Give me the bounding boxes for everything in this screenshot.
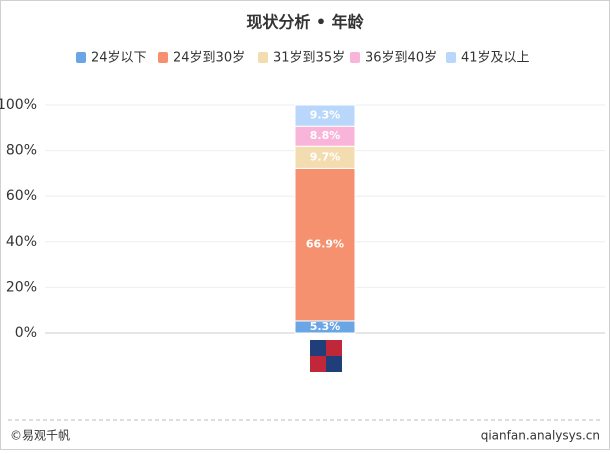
legend-label: 36岁到40岁: [365, 51, 437, 66]
y-tick-label: 0%: [15, 325, 37, 341]
bar-segment: [294, 167, 356, 322]
data-label: 8.8%: [310, 129, 341, 142]
data-label: 5.3%: [310, 320, 341, 333]
y-tick-label: 20%: [6, 279, 37, 295]
y-tick-label: 100%: [0, 97, 37, 113]
bar-segment: [294, 104, 356, 127]
y-tick-label: 80%: [6, 143, 37, 159]
data-label: 9.3%: [310, 109, 341, 122]
legend-swatch: [258, 52, 268, 63]
footer-right: qianfan.analysys.cn: [481, 429, 600, 443]
footer-left: ©易观千帆: [10, 428, 70, 443]
legend-swatch: [446, 52, 456, 63]
legend-label: 41岁及以上: [461, 51, 530, 66]
legend-swatch: [76, 52, 86, 63]
legend-swatch: [350, 52, 360, 63]
legend-swatch: [158, 52, 168, 63]
category-icon: [310, 340, 342, 372]
data-label: 9.7%: [310, 150, 341, 163]
y-tick-label: 60%: [6, 188, 37, 204]
data-label: 66.9%: [306, 238, 344, 251]
legend-label: 24岁以下: [91, 51, 147, 66]
y-tick-label: 40%: [6, 234, 37, 250]
legend-label: 24岁到30岁: [173, 51, 245, 66]
chart-title: 现状分析 • 年龄: [246, 13, 364, 32]
legend-label: 31岁到35岁: [273, 51, 345, 66]
